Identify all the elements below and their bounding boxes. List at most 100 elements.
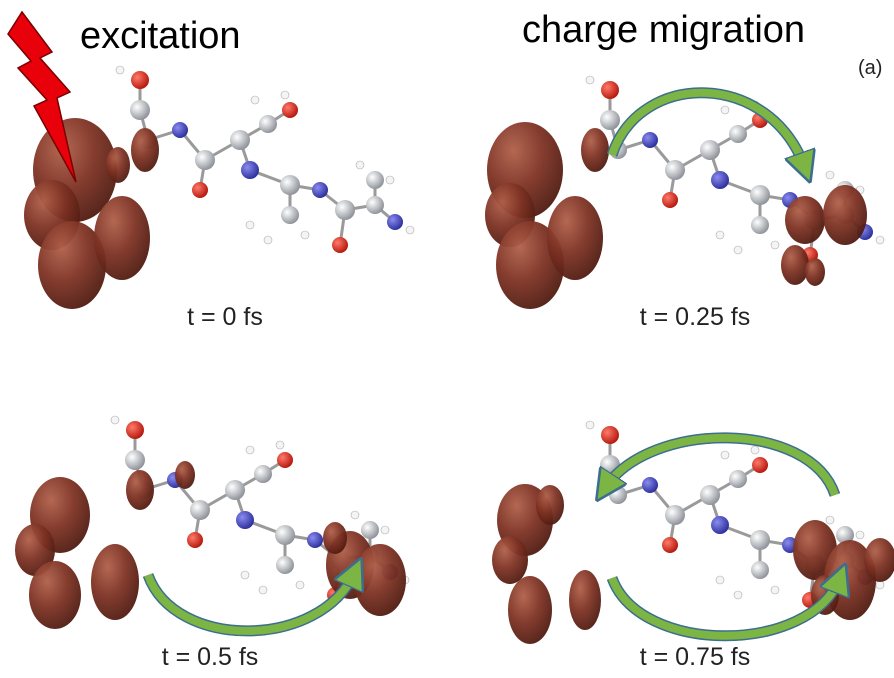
atom — [277, 452, 293, 468]
atom — [275, 525, 295, 545]
atom — [771, 586, 779, 594]
atom — [711, 171, 729, 189]
panel-label: (a) — [858, 57, 882, 79]
migration-arrow — [612, 578, 840, 636]
orbital-lobe — [91, 544, 139, 620]
atom — [387, 214, 403, 230]
atom — [276, 441, 284, 449]
atom — [711, 516, 729, 534]
atom — [241, 571, 249, 579]
atom — [751, 561, 769, 579]
atom — [751, 446, 759, 454]
atom — [130, 100, 150, 120]
atom — [826, 171, 834, 179]
molecules — [15, 66, 894, 644]
atom — [700, 485, 720, 505]
atom — [246, 221, 254, 229]
atom — [752, 457, 768, 473]
molecule-panel — [24, 66, 414, 309]
atom — [600, 110, 620, 130]
atom — [729, 125, 747, 143]
atom — [125, 450, 145, 470]
atom — [236, 511, 254, 529]
atom — [126, 421, 144, 439]
atom — [642, 477, 658, 493]
migration-arrow — [605, 438, 835, 495]
atom — [312, 182, 328, 198]
orbital-lobe — [492, 536, 528, 584]
atom — [366, 196, 384, 214]
atom — [381, 526, 389, 534]
orbital-lobe — [536, 485, 564, 525]
atom — [876, 236, 884, 244]
atom — [281, 91, 289, 99]
atom — [254, 465, 272, 483]
atom — [721, 451, 729, 459]
orbital-lobe — [131, 128, 159, 172]
atom — [332, 237, 348, 253]
orbital-lobe — [547, 196, 603, 280]
atom — [366, 171, 384, 189]
arrow-outline — [612, 578, 840, 636]
atom — [111, 416, 119, 424]
atom — [301, 231, 309, 239]
atom — [734, 591, 742, 599]
atom — [609, 486, 627, 504]
orbital-lobe — [323, 522, 347, 554]
atom — [282, 102, 298, 118]
atom — [662, 192, 678, 208]
atom — [601, 426, 619, 444]
orbital-lobe — [781, 245, 809, 285]
atom — [280, 175, 300, 195]
molecule-panel — [15, 416, 409, 629]
atom — [281, 206, 299, 224]
atom — [729, 470, 747, 488]
atom — [716, 576, 724, 584]
atom — [665, 160, 685, 180]
atom — [406, 226, 414, 234]
atom — [586, 76, 594, 84]
atom — [662, 537, 678, 553]
atom — [734, 246, 742, 254]
atom — [351, 511, 359, 519]
figure: excitation charge migration (a) t = 0 fs… — [0, 0, 894, 678]
molecule-panel — [492, 421, 894, 644]
orbital-lobe — [29, 561, 81, 629]
atom — [751, 216, 769, 234]
orbital-lobe — [106, 147, 130, 183]
arrow-outline — [605, 438, 835, 495]
orbital-lobe — [581, 128, 609, 172]
atom — [251, 96, 259, 104]
atom — [241, 161, 259, 179]
charge-migration-label: charge migration — [522, 9, 805, 51]
orbital-lobe — [823, 185, 867, 245]
time-label: t = 0 fs — [187, 303, 263, 331]
orbital-lobe — [175, 461, 195, 489]
atom — [386, 176, 394, 184]
time-label: t = 0.25 fs — [640, 303, 751, 331]
atom — [771, 241, 779, 249]
atom — [642, 132, 658, 148]
atom — [195, 150, 215, 170]
atom — [296, 581, 304, 589]
molecule-panel — [485, 76, 884, 309]
orbital-lobe — [94, 196, 150, 280]
time-label: t = 0.75 fs — [640, 643, 751, 671]
atom — [187, 532, 203, 548]
orbital-lobe — [785, 196, 825, 244]
atom — [131, 71, 149, 89]
excitation-label: excitation — [80, 15, 241, 57]
atom — [264, 236, 272, 244]
atom — [246, 446, 254, 454]
atom — [335, 200, 355, 220]
atom — [721, 106, 729, 114]
atom — [192, 182, 208, 198]
orbital-lobe — [354, 544, 406, 616]
atom — [601, 81, 619, 99]
atom — [276, 556, 294, 574]
atom — [716, 231, 724, 239]
atom — [750, 530, 770, 550]
arrow-outline — [148, 572, 355, 631]
orbital-lobe — [569, 570, 601, 630]
orbital-lobe — [805, 258, 825, 286]
